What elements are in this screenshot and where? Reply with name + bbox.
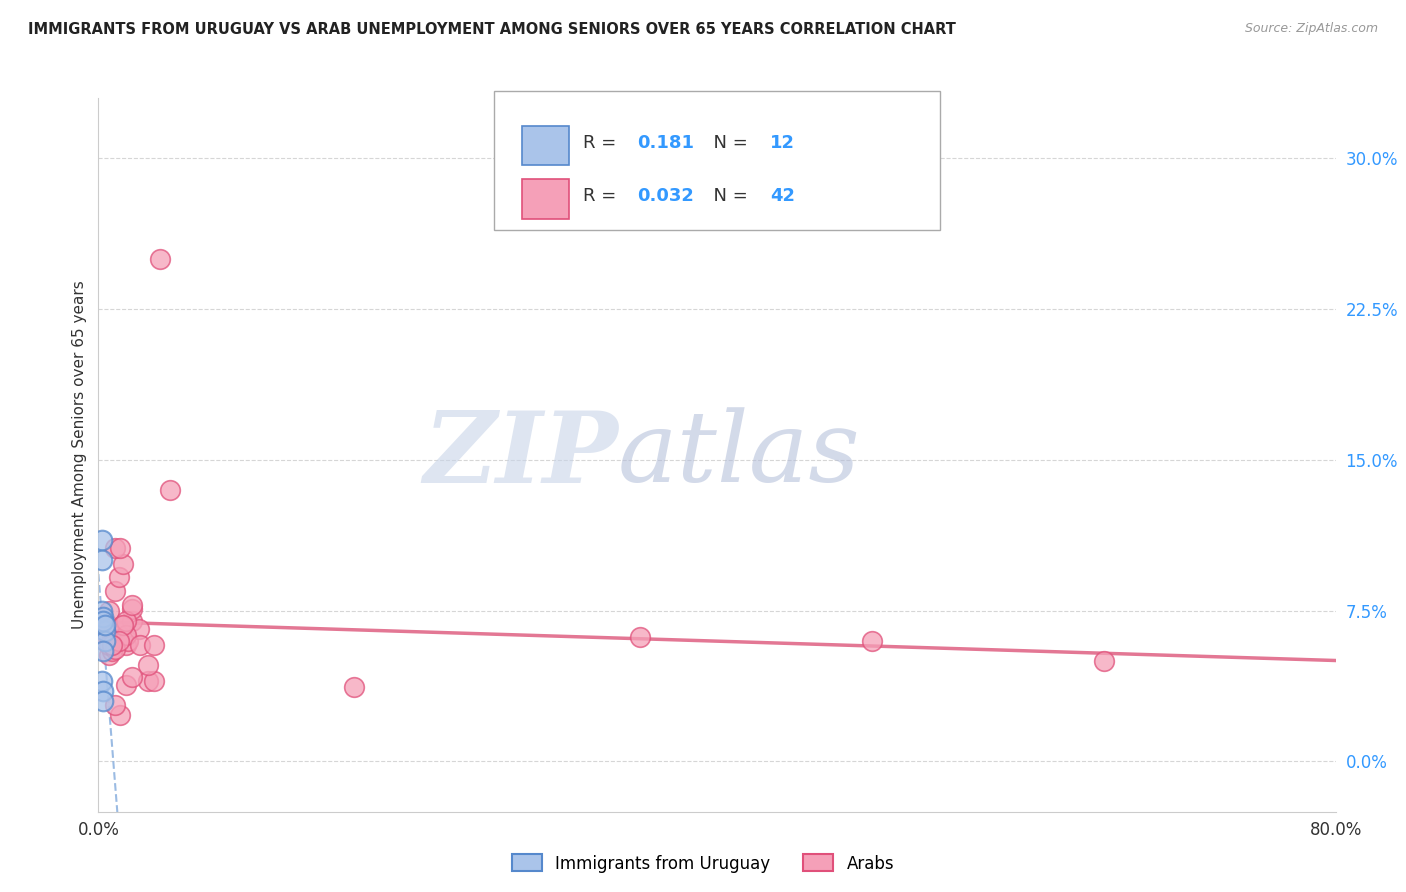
Point bbox=[115, 678, 138, 692]
Point bbox=[159, 483, 181, 497]
Point bbox=[115, 638, 138, 652]
Text: 12: 12 bbox=[770, 134, 796, 152]
Point bbox=[115, 614, 138, 628]
Text: R =: R = bbox=[583, 187, 623, 205]
Point bbox=[136, 674, 159, 689]
Point bbox=[98, 638, 121, 652]
Point bbox=[143, 638, 166, 652]
Point bbox=[93, 633, 115, 648]
FancyBboxPatch shape bbox=[522, 179, 568, 219]
Text: N =: N = bbox=[702, 187, 754, 205]
Point bbox=[112, 558, 135, 572]
Point bbox=[107, 633, 129, 648]
Point bbox=[121, 614, 143, 628]
Point bbox=[90, 533, 112, 548]
Point bbox=[104, 641, 127, 656]
Point bbox=[628, 630, 651, 644]
Point bbox=[115, 628, 138, 642]
Point bbox=[90, 624, 112, 638]
Point bbox=[104, 698, 127, 713]
Point bbox=[121, 598, 143, 612]
Point bbox=[860, 633, 883, 648]
Text: Source: ZipAtlas.com: Source: ZipAtlas.com bbox=[1244, 22, 1378, 36]
Point bbox=[91, 684, 114, 698]
Point bbox=[343, 680, 366, 694]
Text: IMMIGRANTS FROM URUGUAY VS ARAB UNEMPLOYMENT AMONG SENIORS OVER 65 YEARS CORRELA: IMMIGRANTS FROM URUGUAY VS ARAB UNEMPLOY… bbox=[28, 22, 956, 37]
Text: R =: R = bbox=[583, 134, 623, 152]
Point bbox=[128, 622, 150, 636]
Text: 0.032: 0.032 bbox=[637, 187, 693, 205]
Point bbox=[101, 638, 124, 652]
Point bbox=[104, 541, 127, 556]
Point bbox=[149, 252, 172, 266]
Text: 0.181: 0.181 bbox=[637, 134, 693, 152]
Text: 42: 42 bbox=[770, 187, 796, 205]
Text: ZIP: ZIP bbox=[423, 407, 619, 503]
Point bbox=[91, 614, 114, 628]
FancyBboxPatch shape bbox=[522, 126, 568, 165]
Point bbox=[91, 694, 114, 708]
Text: N =: N = bbox=[702, 134, 754, 152]
Point bbox=[97, 617, 120, 632]
Point bbox=[90, 604, 112, 618]
Point bbox=[108, 541, 131, 556]
Point bbox=[101, 644, 124, 658]
FancyBboxPatch shape bbox=[495, 91, 939, 230]
Point bbox=[90, 553, 112, 567]
Text: atlas: atlas bbox=[619, 408, 860, 502]
Point bbox=[143, 674, 166, 689]
Point bbox=[121, 601, 143, 615]
Point bbox=[112, 617, 135, 632]
Point bbox=[108, 708, 131, 723]
Point bbox=[91, 644, 114, 658]
Point bbox=[101, 628, 124, 642]
Legend: Immigrants from Uruguay, Arabs: Immigrants from Uruguay, Arabs bbox=[505, 847, 901, 880]
Point bbox=[93, 624, 115, 638]
Point bbox=[107, 569, 129, 583]
Point bbox=[136, 657, 159, 672]
Point bbox=[117, 633, 139, 648]
Point bbox=[91, 609, 114, 624]
Point bbox=[98, 648, 121, 662]
Y-axis label: Unemployment Among Seniors over 65 years: Unemployment Among Seniors over 65 years bbox=[72, 281, 87, 629]
Point bbox=[104, 583, 127, 598]
Point bbox=[1092, 654, 1115, 668]
Point bbox=[129, 638, 152, 652]
Point bbox=[112, 617, 135, 632]
Point bbox=[90, 674, 112, 689]
Point bbox=[101, 638, 124, 652]
Point bbox=[98, 604, 121, 618]
Point bbox=[93, 617, 115, 632]
Point bbox=[93, 633, 115, 648]
Point bbox=[121, 670, 143, 684]
